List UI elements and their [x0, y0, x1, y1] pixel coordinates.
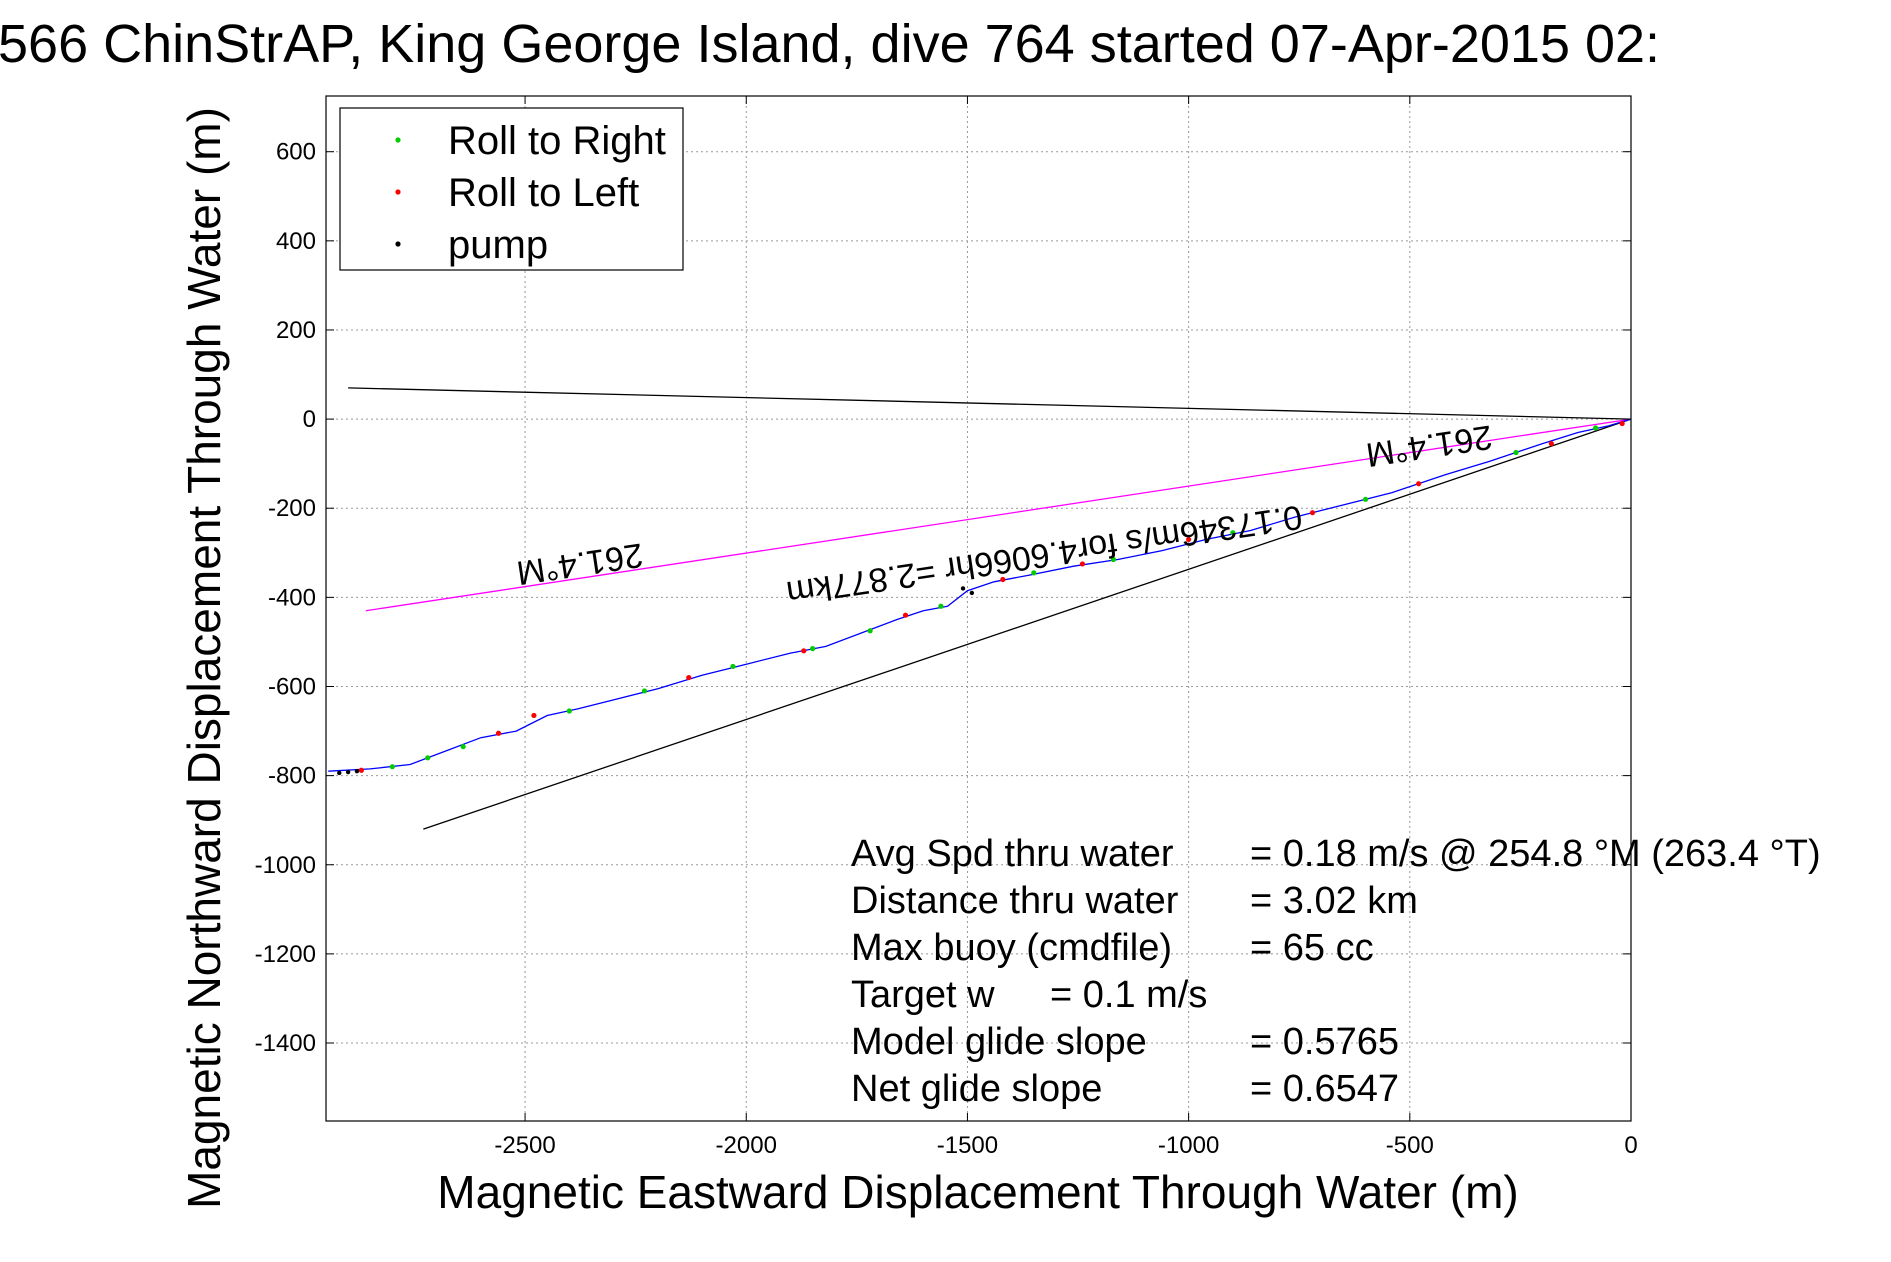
y-ticks: 600 400 200 0 -200 -400 -600 -800 -1000 -1200 -140… — [255, 139, 1631, 1057]
y-tick-label: -1200 — [255, 941, 316, 968]
stat-label: Model glide slope — [851, 1021, 1147, 1063]
roll-right-point — [425, 755, 431, 761]
roll-left-point — [1619, 420, 1625, 427]
reference-line — [423, 418, 1632, 830]
roll-right-point — [1110, 556, 1117, 563]
stat-value: = 3.02 km — [1250, 880, 1418, 922]
stat-value: = 65 cc — [1250, 927, 1374, 969]
stat-label: Avg Spd thru water — [851, 833, 1174, 875]
point-markers — [337, 420, 1625, 776]
roll-right-point — [641, 688, 648, 694]
roll-right-point — [1593, 425, 1599, 431]
stat-label: Target w — [851, 974, 995, 1016]
roll-right-point — [1513, 449, 1519, 456]
roll-left-point — [1548, 441, 1554, 447]
roll-right-point — [1362, 496, 1369, 502]
x-axis-label: Magnetic Eastward Displacement Through W… — [437, 1166, 1518, 1218]
stat-value: = 0.18 m/s @ 254.8 °M (263.4 °T) — [1250, 833, 1821, 875]
y-tick-label: -200 — [268, 495, 316, 522]
stat-label: Net glide slope — [851, 1068, 1102, 1110]
pump-point — [960, 586, 966, 591]
x-ticks: -2500 -2000 -1500 -1000 -500 0 — [494, 96, 1638, 1159]
x-tick-label: -1500 — [937, 1132, 998, 1159]
roll-right-point — [810, 646, 816, 652]
x-tick-label: -500 — [1386, 1132, 1434, 1159]
roll-right-point — [730, 663, 736, 670]
roll-right-point — [460, 744, 466, 750]
y-tick-label: 400 — [276, 228, 316, 255]
chart-title: 566 ChinStrAP, King George Island, dive … — [0, 14, 1660, 74]
roll-left-point — [902, 612, 909, 618]
roll-right-point — [1031, 570, 1037, 576]
roll-left-point — [1000, 576, 1006, 583]
x-tick-label: -2000 — [716, 1132, 777, 1159]
annotation-text: 261.4°M — [514, 536, 645, 592]
roll-right-point — [867, 628, 873, 634]
y-tick-label: -400 — [268, 584, 316, 611]
y-tick-label: -1000 — [255, 852, 316, 879]
x-tick-label: -1000 — [1158, 1132, 1219, 1159]
roll-left-point — [531, 712, 537, 719]
roll-left-point — [1416, 481, 1422, 487]
roll-left-point — [801, 648, 807, 654]
y-tick-label: 0 — [303, 406, 316, 433]
stat-label: Distance thru water — [851, 880, 1179, 922]
reference-lines — [348, 387, 1632, 830]
roll-right-point — [938, 603, 944, 609]
roll-left-point — [358, 767, 364, 773]
legend-marker — [395, 137, 401, 143]
legend-label: Roll to Left — [448, 171, 639, 215]
y-tick-label: 600 — [276, 139, 316, 166]
stat-value: = 0.6547 — [1250, 1068, 1399, 1110]
stats-block: Avg Spd thru water = 0.18 m/s @ 254.8 °M … — [851, 833, 1821, 1110]
stat-value: = 0.1 m/s — [1050, 974, 1207, 1016]
legend: Roll to Right Roll to Left pump — [339, 107, 684, 271]
roll-left-point — [1309, 510, 1316, 516]
reference-line — [365, 418, 1632, 612]
legend-marker — [395, 189, 401, 195]
roll-left-point — [1186, 536, 1192, 543]
y-axis-label: Magnetic Northward Displacement Through … — [178, 107, 230, 1209]
legend-label: Roll to Right — [448, 119, 666, 163]
annotation-text: 0.17346m/s for4.6066hr =2.877km — [784, 498, 1305, 613]
roll-left-point — [1079, 561, 1086, 567]
roll-right-point — [389, 764, 395, 770]
x-tick-label: -2500 — [494, 1132, 555, 1159]
pump-point — [969, 590, 975, 596]
roll-left-point — [495, 730, 502, 736]
roll-right-point — [1230, 530, 1236, 536]
stat-value: = 0.5765 — [1250, 1021, 1399, 1063]
y-tick-label: -600 — [268, 673, 316, 700]
reference-line — [348, 387, 1632, 420]
pump-point — [345, 769, 351, 775]
stat-label: Max buoy (cmdfile) — [851, 927, 1172, 969]
plot-area-frame — [325, 95, 1632, 1122]
x-tick-label: 0 — [1624, 1132, 1637, 1159]
legend-label: pump — [448, 223, 548, 267]
y-tick-label: -800 — [268, 763, 316, 790]
track-group — [328, 418, 1632, 772]
pump-point — [354, 768, 360, 774]
pump-point — [337, 770, 342, 776]
y-tick-label: -1400 — [255, 1030, 316, 1057]
roll-left-point — [686, 674, 692, 681]
y-tick-label: 200 — [276, 317, 316, 344]
roll-right-point — [566, 708, 572, 714]
legend-marker — [395, 241, 401, 247]
track-line — [328, 418, 1632, 772]
